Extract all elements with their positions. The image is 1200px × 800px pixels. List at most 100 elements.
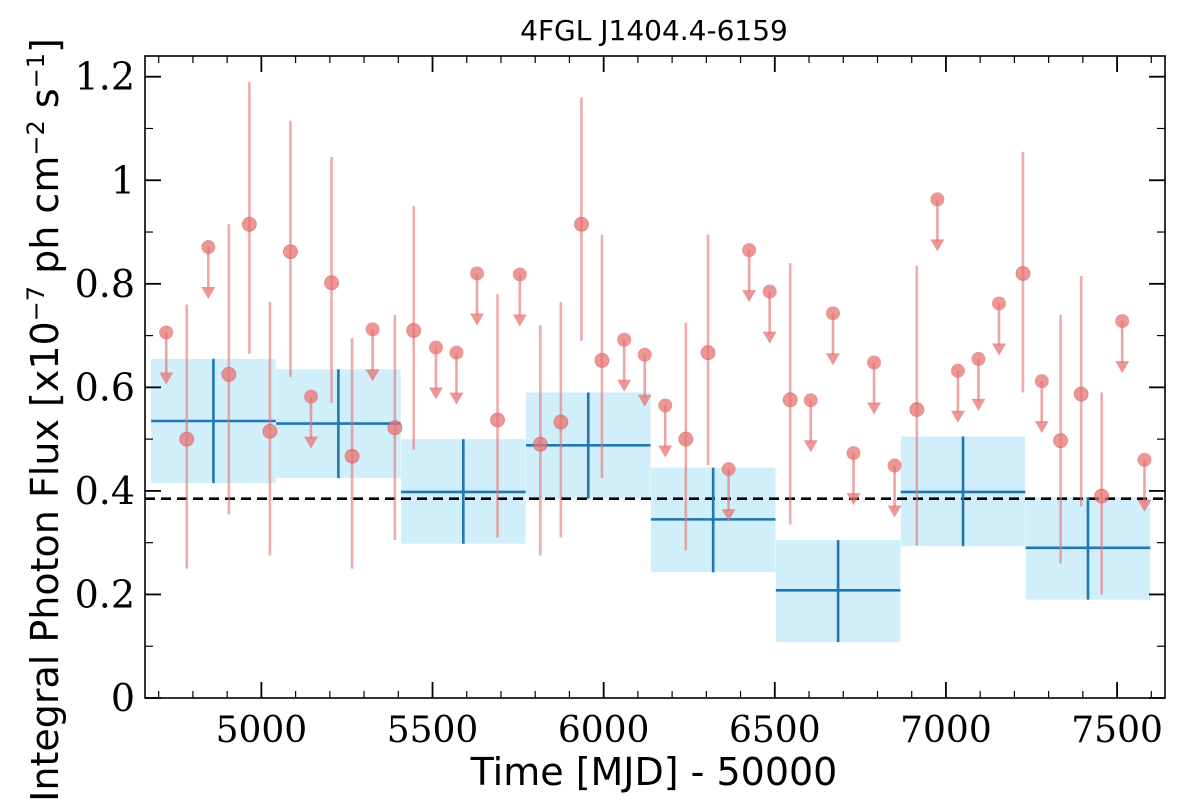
upper-limit-point-18 bbox=[887, 458, 902, 473]
y-tick-label-3: 0.6 bbox=[75, 365, 135, 409]
flux-point-0 bbox=[179, 431, 195, 447]
upper-limit-point-15 bbox=[825, 306, 840, 321]
flux-point-1 bbox=[221, 366, 237, 382]
y-axis-label-s-exp: −1 bbox=[22, 53, 50, 88]
flux-point-10 bbox=[532, 436, 548, 452]
upper-limit-arrow-15 bbox=[825, 353, 840, 366]
y-axis-label-exp: −7 bbox=[22, 286, 50, 321]
chart-title: 4FGL J1404.4-6159 bbox=[520, 14, 788, 47]
upper-limit-markers bbox=[159, 192, 1152, 522]
y-tick-label-2: 0.4 bbox=[75, 469, 135, 513]
binned-flux-bands bbox=[151, 358, 1151, 643]
flux-point-12 bbox=[573, 216, 589, 232]
upper-limit-point-1 bbox=[201, 240, 216, 255]
axis-ticks bbox=[145, 56, 1165, 699]
flux-point-17 bbox=[1015, 265, 1031, 281]
flux-point-3 bbox=[262, 423, 278, 439]
upper-limit-point-6 bbox=[470, 266, 485, 281]
upper-limit-arrow-4 bbox=[428, 387, 443, 400]
upper-limit-arrow-25 bbox=[1137, 499, 1152, 512]
upper-limit-point-8 bbox=[617, 332, 632, 347]
x-tick-label-0: 5000 bbox=[216, 710, 308, 751]
y-axis-label-s: s bbox=[23, 88, 67, 120]
upper-limit-point-4 bbox=[428, 340, 443, 355]
upper-limit-point-24 bbox=[1115, 314, 1130, 329]
upper-limit-arrow-21 bbox=[971, 398, 986, 411]
upper-limit-arrow-18 bbox=[887, 505, 902, 518]
upper-limit-arrow-20 bbox=[950, 410, 965, 423]
upper-limit-point-2 bbox=[304, 389, 319, 404]
y-axis-label: Integral Photon Flux [x10−7 ph cm−2 s−1] bbox=[22, 38, 67, 800]
upper-limit-arrow-14 bbox=[803, 440, 818, 453]
upper-limit-arrow-19 bbox=[930, 239, 945, 252]
upper-limit-point-20 bbox=[950, 363, 965, 378]
y-tick-label-1: 0.2 bbox=[75, 572, 135, 616]
y-tick-label-6: 1.2 bbox=[75, 55, 135, 99]
flux-point-8 bbox=[406, 322, 422, 338]
daily-flux-points bbox=[179, 81, 1110, 595]
upper-limit-point-3 bbox=[365, 322, 380, 337]
flux-point-20 bbox=[1073, 386, 1089, 402]
flux-point-11 bbox=[553, 414, 569, 430]
upper-limit-arrow-2 bbox=[304, 436, 319, 449]
upper-limit-point-17 bbox=[867, 355, 882, 370]
upper-limit-arrow-5 bbox=[449, 392, 464, 405]
upper-limit-point-11 bbox=[721, 462, 736, 477]
flux-point-14 bbox=[678, 431, 694, 447]
y-axis-label-unit-exp: −2 bbox=[22, 120, 50, 155]
flux-point-4 bbox=[282, 244, 298, 260]
x-tick-label-1: 5500 bbox=[387, 710, 479, 751]
upper-limit-point-13 bbox=[762, 284, 777, 299]
flux-point-6 bbox=[344, 448, 360, 464]
y-tick-labels: 0 0.2 0.4 0.6 0.8 1 1.2 bbox=[75, 55, 135, 720]
upper-limit-arrow-23 bbox=[1034, 421, 1049, 434]
upper-limit-arrow-17 bbox=[867, 402, 882, 415]
x-tick-labels: 5000 5500 6000 6500 7000 7500 bbox=[216, 710, 1163, 751]
upper-limit-arrow-6 bbox=[470, 313, 485, 326]
upper-limit-point-14 bbox=[803, 393, 818, 408]
upper-limit-arrow-11 bbox=[721, 509, 736, 522]
upper-limit-arrow-16 bbox=[846, 493, 861, 506]
binned-flux-markers bbox=[151, 358, 1151, 643]
y-axis-label-main: Integral Photon Flux [x10 bbox=[23, 321, 67, 800]
upper-limit-arrow-0 bbox=[159, 372, 174, 385]
upper-limit-arrow-3 bbox=[365, 369, 380, 382]
upper-limit-arrow-10 bbox=[658, 445, 673, 458]
upper-limit-point-5 bbox=[449, 345, 464, 360]
x-axis-label: Time [MJD] - 50000 bbox=[470, 750, 838, 794]
upper-limit-point-10 bbox=[658, 398, 673, 413]
upper-limit-point-21 bbox=[971, 351, 986, 366]
upper-limit-point-19 bbox=[930, 192, 945, 207]
x-tick-label-4: 7000 bbox=[900, 710, 992, 751]
flux-point-7 bbox=[387, 420, 403, 436]
y-axis-label-unit: ph cm bbox=[23, 156, 67, 286]
upper-limit-arrow-13 bbox=[762, 331, 777, 344]
x-tick-label-2: 6000 bbox=[558, 710, 650, 751]
flux-point-19 bbox=[1053, 433, 1069, 449]
flux-point-18 bbox=[909, 402, 925, 418]
upper-limit-arrow-8 bbox=[617, 379, 632, 392]
upper-limit-arrow-9 bbox=[637, 394, 652, 407]
flux-point-13 bbox=[594, 352, 610, 368]
upper-limit-point-25 bbox=[1137, 452, 1152, 467]
plot-frame bbox=[144, 55, 1166, 699]
flux-point-21 bbox=[1094, 488, 1110, 504]
y-tick-label-0: 0 bbox=[111, 676, 135, 720]
flux-point-5 bbox=[324, 275, 340, 291]
flux-point-16 bbox=[782, 392, 798, 408]
flux-point-9 bbox=[490, 412, 506, 428]
upper-limit-point-12 bbox=[742, 243, 757, 258]
upper-limit-point-7 bbox=[512, 267, 527, 282]
upper-limit-point-23 bbox=[1034, 374, 1049, 389]
upper-limit-point-22 bbox=[991, 296, 1006, 311]
upper-limit-arrow-1 bbox=[201, 287, 216, 300]
upper-limit-arrow-24 bbox=[1115, 361, 1130, 374]
flux-point-15 bbox=[700, 345, 716, 361]
flux-point-2 bbox=[241, 216, 257, 232]
upper-limit-arrow-7 bbox=[512, 314, 527, 327]
upper-limit-point-0 bbox=[159, 325, 174, 340]
x-tick-label-3: 6500 bbox=[729, 710, 821, 751]
y-axis-label-end: ] bbox=[23, 38, 67, 53]
upper-limit-point-16 bbox=[846, 446, 861, 461]
